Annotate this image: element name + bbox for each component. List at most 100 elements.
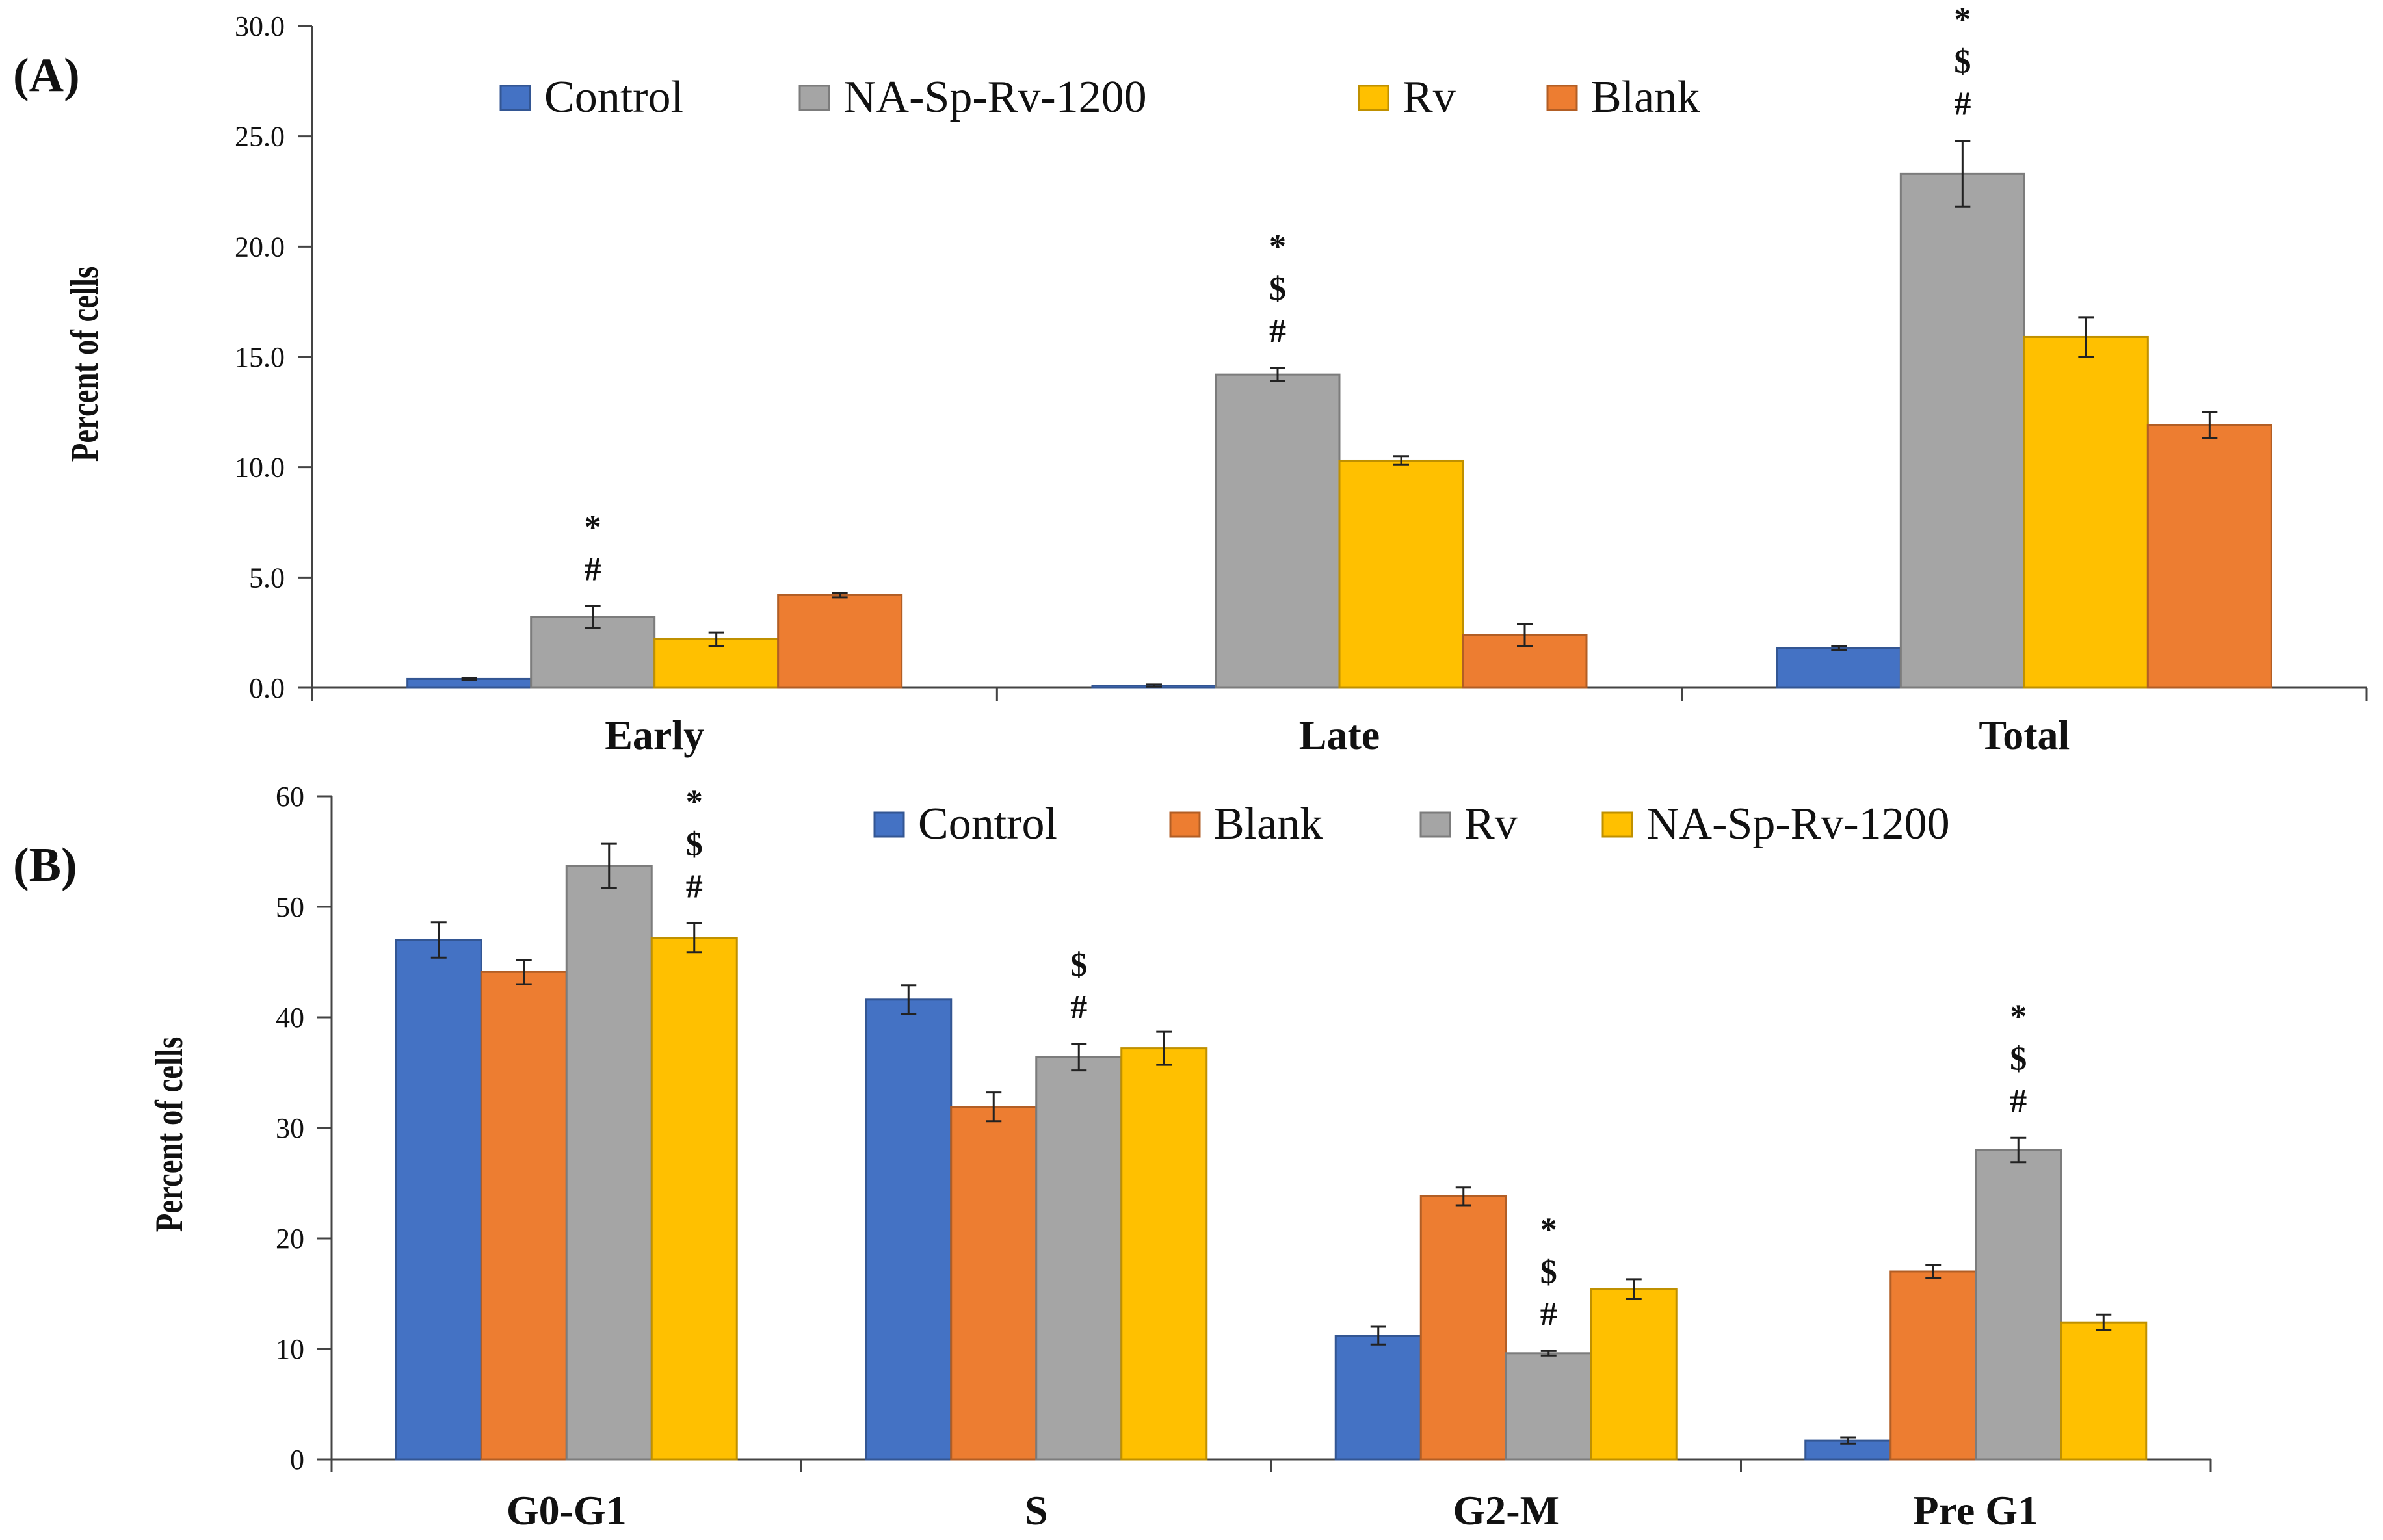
b-error-bar <box>1840 1436 1856 1445</box>
a-bar <box>777 594 903 689</box>
panel-a-chart: (A) Percent of cells 0.0 5.0 10.0 15.0 20.0 25.… <box>13 1 2368 758</box>
a-legend-swatch <box>1546 85 1578 111</box>
b-y-axis-label: Percent of cells <box>147 1037 191 1233</box>
a-error-bar <box>1831 645 1847 651</box>
b-y-tick-label: 50 <box>276 891 304 923</box>
a-bar <box>1899 172 2025 689</box>
b-bar <box>650 937 738 1461</box>
a-error-bar <box>832 592 848 599</box>
b-significance-mark: # <box>1540 1296 1557 1333</box>
a-error-bar <box>2202 411 2218 440</box>
a-significance-mark: $ <box>1954 43 1971 80</box>
b-legend-label: Blank <box>1214 799 1323 849</box>
a-y-axis-label: Percent of cells <box>62 267 106 462</box>
b-error-bar <box>901 984 917 1015</box>
a-y-tick-label: 30.0 <box>235 10 285 42</box>
a-significance-mark: * <box>1269 228 1286 265</box>
b-legend-label: Control <box>918 799 1057 849</box>
b-bar <box>1975 1149 2062 1461</box>
b-significance-mark: * <box>2010 998 2027 1035</box>
a-error-bar <box>1955 139 1971 208</box>
a-significance-mark: * <box>585 508 601 545</box>
b-error-bar <box>430 921 447 959</box>
b-legend-swatch <box>1169 811 1201 838</box>
a-y-tick-label: 15.0 <box>235 341 285 373</box>
a-y-tick-label: 20.0 <box>235 231 285 263</box>
b-bar <box>950 1106 1038 1461</box>
a-error-bar <box>708 631 724 647</box>
b-error-bar <box>2010 1136 2027 1164</box>
b-bar <box>2060 1321 2148 1461</box>
a-significance-mark: $ <box>1269 270 1286 307</box>
a-error-bar <box>1270 367 1285 382</box>
b-error-bar <box>1540 1350 1557 1357</box>
a-legend-label: Control <box>544 72 683 122</box>
b-legend-swatch <box>1419 811 1451 838</box>
a-x-category-label: Total <box>1979 712 2070 758</box>
a-y-tick-label: 0.0 <box>249 672 285 704</box>
b-bar <box>1120 1047 1208 1461</box>
b-error-bar <box>1925 1264 1942 1279</box>
a-error-bar <box>2078 316 2094 358</box>
a-legend-swatch <box>499 85 531 111</box>
a-error-bar <box>1393 455 1409 466</box>
b-y-tick-label: 60 <box>276 781 304 813</box>
b-y-tick-label: 20 <box>276 1223 304 1255</box>
b-error-bar <box>1370 1325 1386 1346</box>
b-significance-mark: # <box>1070 989 1087 1026</box>
b-error-bar <box>1626 1278 1642 1300</box>
b-bar <box>1505 1352 1592 1461</box>
b-significance-mark: * <box>686 784 703 821</box>
b-legend-label: NA-Sp-Rv-1200 <box>1646 799 1950 849</box>
b-significance-mark: $ <box>1070 946 1087 984</box>
b-x-category-label: G0-G1 <box>507 1487 627 1533</box>
b-legend-swatch <box>1601 811 1633 838</box>
b-bar <box>1590 1288 1678 1461</box>
b-error-bar <box>1071 1043 1087 1072</box>
a-bar <box>1215 373 1341 689</box>
b-bar <box>1889 1270 1977 1461</box>
b-significance-mark: $ <box>1540 1253 1557 1290</box>
a-error-bar <box>1146 683 1162 688</box>
b-y-tick-label: 0 <box>290 1444 304 1476</box>
a-error-bar <box>585 605 601 629</box>
b-bar <box>480 971 568 1461</box>
b-error-bar <box>516 959 532 985</box>
a-panel-label: (A) <box>13 49 80 102</box>
b-error-bar <box>1455 1186 1471 1207</box>
a-significance-mark: # <box>585 551 601 588</box>
b-y-tick-label: 10 <box>276 1333 304 1365</box>
a-legend-label: Rv <box>1402 72 1456 122</box>
b-x-category-label: Pre G1 <box>1913 1487 2038 1533</box>
b-significance-mark: $ <box>2010 1040 2027 1077</box>
b-legend-label: Rv <box>1464 799 1518 849</box>
a-legend-swatch <box>798 85 830 111</box>
b-error-bar <box>1156 1030 1172 1066</box>
a-y-tick-label: 5.0 <box>249 562 285 594</box>
a-y-tick-label: 10.0 <box>235 452 285 484</box>
b-bar <box>1804 1439 1892 1461</box>
b-significance-mark: $ <box>686 826 703 863</box>
b-significance-mark: * <box>1540 1211 1557 1248</box>
a-bar <box>2023 335 2149 689</box>
a-error-bar <box>1517 623 1533 647</box>
b-error-bar <box>686 922 702 954</box>
b-bar <box>1035 1056 1123 1461</box>
b-bar <box>565 865 653 1461</box>
a-legend-label: Blank <box>1591 72 1700 122</box>
b-panel-label: (B) <box>13 839 77 892</box>
b-x-category-label: G2-M <box>1453 1487 1560 1533</box>
a-bar <box>1338 459 1464 689</box>
b-significance-mark: # <box>2010 1082 2027 1119</box>
a-error-bar <box>461 677 477 681</box>
b-bar <box>1419 1195 1507 1461</box>
b-x-category-label: S <box>1025 1487 1048 1533</box>
b-y-tick-label: 40 <box>276 1002 304 1034</box>
a-x-category-label: Early <box>605 712 704 758</box>
a-x-category-label: Late <box>1299 712 1380 758</box>
panel-b-chart: (B) Percent of cells 0 10 20 30 40 50 60 G0-G1 S G2… <box>13 781 2212 1533</box>
a-bar <box>2146 424 2272 689</box>
b-significance-mark: # <box>686 868 703 906</box>
a-bar <box>1776 647 1902 689</box>
